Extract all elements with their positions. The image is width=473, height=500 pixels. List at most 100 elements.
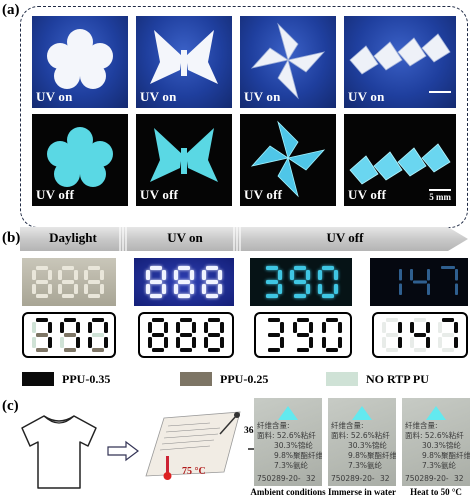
digit-3-segment-c [100,284,104,294]
digit-2-segment-e [58,284,62,294]
digit-3-segment-a [441,266,455,269]
digit-1-segment-b [280,322,284,333]
digit-2-segment-c [190,284,194,294]
digit-3-segment-a [442,318,454,322]
digit-2-segment-f [58,270,62,280]
digit-3-segment-b [100,270,104,280]
fabric-line: 7.3%氨纶 [422,461,457,470]
digit-2-segment-c [309,337,313,348]
digit-2-segment-e [174,284,178,294]
digit-3-segment-d [208,348,220,352]
digit-3-segment-f [84,270,88,280]
digit-2-segment-f [174,270,178,280]
digit-1-segment-g [266,280,278,284]
digit-1-segment-a [266,266,278,270]
fabric-line: 纤维含量: [405,421,438,430]
digit-2-segment-f [60,322,64,333]
digit-3-segment-g [442,333,454,337]
scale-bar [429,91,451,93]
digit-2-segment-a [178,266,190,270]
digit-3-segment-g [206,280,218,284]
panel-a-label: (a) [2,2,20,18]
digit-3-segment-f [322,322,326,333]
digit-2-segment-b [426,322,430,333]
digit-3-segment-c [334,284,338,294]
digit-3-segment-b [455,269,458,281]
fabric-line: 纤维含量: [257,421,290,430]
digit-1-segment-b [399,269,402,281]
temperature-label: 75 °C [182,466,206,477]
digit-1-segment-b [278,270,282,280]
display-schematic-uv-on [138,312,234,358]
helix-shape [349,33,451,75]
digit-2-segment-b [192,322,196,333]
stage-arrow [20,227,468,251]
digit-3-segment-c [455,283,458,295]
digit-1-segment-a [36,318,48,322]
digit-2-segment-c [192,337,196,348]
display-schematic-uv-off-147 [372,312,468,358]
digit-1-segment-f [148,322,152,333]
digit-3-segment-g [326,333,338,337]
digit-2-segment-g [178,280,190,284]
photo-butterfly-uv-on: UV on [136,16,232,108]
digit-2-segment-a [62,266,74,270]
digit-3-segment-g [88,280,100,284]
digit-3-segment-b [104,322,108,333]
digit-2-segment-e [410,337,414,348]
digit-3-segment-a [326,318,338,322]
digit-2-segment-g [62,280,74,284]
digit-1-segment-a [386,318,398,322]
butterfly-glow-shape [150,128,218,182]
digit-1-segment-f [264,322,268,333]
digit-2-segment-g [297,333,309,337]
digit-2-segment-c [76,337,80,348]
digit-3-segment-b [218,270,222,280]
digit-2-segment-c [427,283,430,295]
digit-3-segment-c [338,337,342,348]
uv-off-caption: UV off [36,187,75,202]
fabric-size: 32 [306,474,316,483]
legend-swatch-ppu-025 [180,372,212,386]
fabric-line: 30.3%锦纶 [348,441,387,450]
digit-3-segment-f [202,270,206,280]
fabric-size: 32 [454,474,464,483]
digit-2-segment-a [414,318,426,322]
display-photo-daylight [22,258,116,306]
digit-3-segment-d [206,294,218,298]
digit-2-segment-b [190,270,194,280]
legend-label-ppu-025: PPU-0.25 [220,372,269,386]
flower-glow-shape [47,127,113,187]
digit-1-segment-b [398,322,402,333]
digit-3-segment-c [220,337,224,348]
digit-2-segment-d [414,348,426,352]
digit-1-segment-c [280,337,284,348]
digit-3-segment-d [442,348,454,352]
digit-1-segment-d [36,348,48,352]
digit-1-segment-d [152,348,164,352]
digit-3-segment-f [204,322,208,333]
legend-swatch-no-rtp-pu [326,372,358,386]
digit-1-segment-g [36,333,48,337]
digit-3-segment-b [220,322,224,333]
photo-helix-uv-off: UV off 5 mm [344,114,456,206]
digit-3-segment-a [208,318,220,322]
digit-3-segment-e [84,284,88,294]
uv-off-caption: UV off [348,187,387,202]
photo-butterfly-uv-off: UV off [136,114,232,206]
digit-3-segment-c [454,337,458,348]
fabric-line: 30.3%锦纶 [274,441,313,450]
digit-1-segment-d [266,294,278,298]
digit-1-segment-f [32,322,36,333]
digit-2-segment-f [290,270,294,280]
digit-1-segment-c [278,284,282,294]
digit-1-segment-g [152,333,164,337]
fabric-photo-water: 纤维含量: 面料: 52.6%粘纤 30.3%锦纶 9.8%聚酯纤维 7.3%氨… [328,398,396,486]
fabric-line: 9.8%聚酯纤维 [422,451,470,460]
digit-1-segment-f [146,270,150,280]
digit-1-segment-c [164,337,168,348]
digit-3-segment-f [88,322,92,333]
digit-3-segment-d [92,348,104,352]
photo-pinwheel-uv-on: UV on [240,16,336,108]
digit-1-segment-f [382,322,386,333]
